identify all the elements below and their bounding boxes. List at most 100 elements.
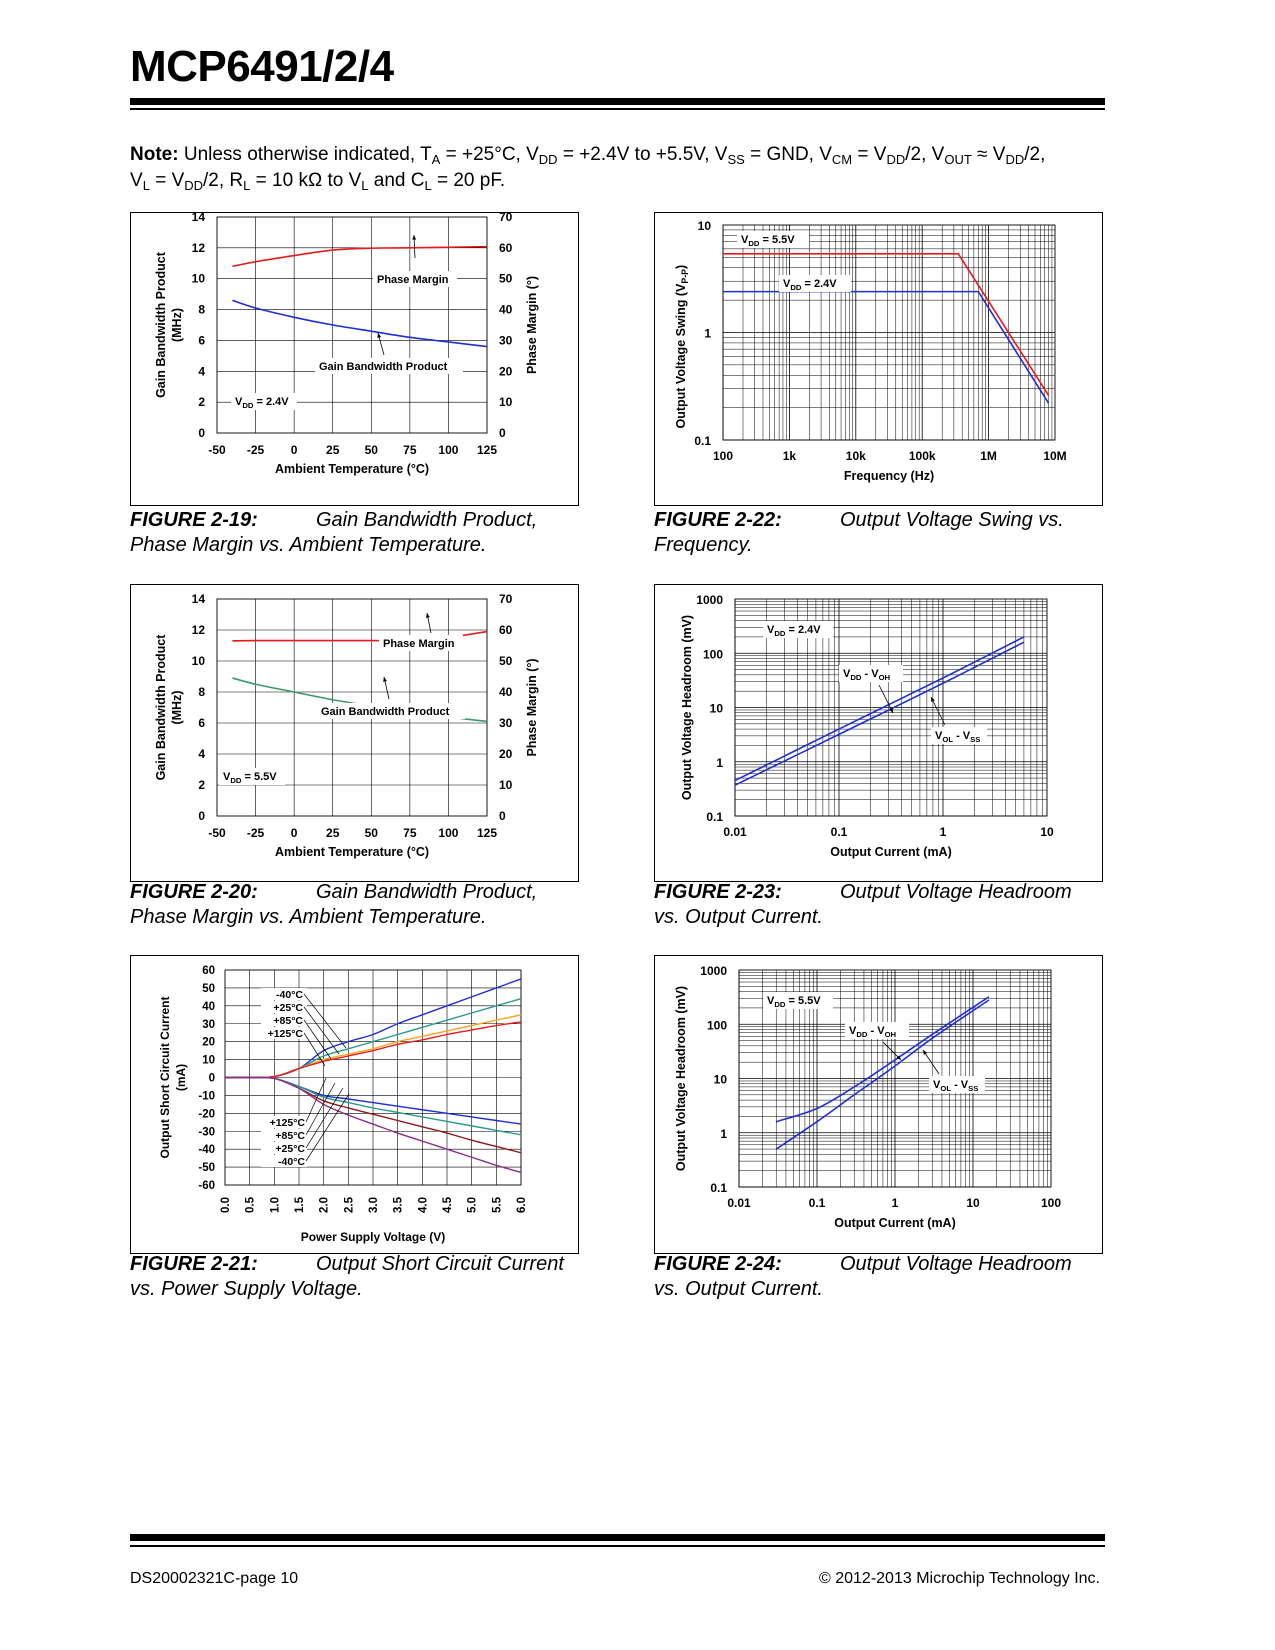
label-background (317, 703, 465, 719)
y-tick-label: 10 (714, 1073, 728, 1087)
x-tick-label: 4.0 (417, 1197, 429, 1213)
x-tick-label: 25 (326, 443, 340, 457)
y-axis-title: Gain Bandwidth Product (154, 251, 168, 398)
series-line (734, 636, 1025, 782)
annotation-arrow (930, 696, 946, 726)
y-tick-label: 12 (192, 623, 206, 637)
chart-svg-fig22: 100 1k 10k 100k 1M 10M 0.1 1 10 Frequency (Hz) Out… (674, 219, 1067, 483)
y-tick-label: 10 (710, 702, 724, 716)
label-part: V (767, 624, 775, 636)
y-axis-title-unit: (MHz) (170, 308, 184, 342)
x-tick-label: -25 (247, 443, 265, 457)
x-tick-label: 50 (365, 826, 379, 840)
note-sub: DD (538, 152, 558, 167)
y-tick-label: 10 (202, 1055, 215, 1067)
label-background (779, 275, 851, 292)
y-tick-label: 1000 (696, 593, 723, 607)
note-text: = +25°C, V (440, 144, 539, 165)
y2-tick-label: 20 (499, 364, 513, 378)
x-tick-label: 100 (1041, 1196, 1061, 1210)
label-sub: DD (748, 239, 760, 248)
y-tick-label: 20 (202, 1037, 215, 1049)
y-axis-title: Output Voltage Headroom (mV) (674, 986, 688, 1171)
label-sub: DD (774, 629, 786, 638)
caption-text: vs. Power Supply Voltage. (130, 1278, 363, 1300)
series-label: +125°C (270, 1117, 306, 1129)
caption-fig19: FIGURE 2-19: Gain Bandwidth Product, Phas… (130, 508, 537, 558)
x-tick-label: 1k (783, 449, 797, 463)
series-label: VDD​ = 2.4V (767, 624, 821, 638)
leader-line (303, 1032, 326, 1067)
y-tick-label: -20 (198, 1108, 215, 1120)
y-tick-label: 0.1 (706, 810, 723, 824)
note-text: V (130, 170, 143, 191)
note-text: = V (852, 144, 887, 165)
y-tick-label: 1000 (700, 964, 727, 978)
y-tick-label: 0 (198, 809, 205, 823)
y-tick-label: -10 (198, 1090, 215, 1102)
series-label: Phase Margin (383, 638, 455, 650)
label-sub: OH (885, 1030, 897, 1039)
label-part: V (935, 730, 943, 742)
caption-text: vs. Output Current. (654, 1278, 823, 1300)
arrow-head (412, 235, 417, 240)
y-axis-title: Output Voltage Headroom (mV) (680, 615, 694, 800)
leader-line (305, 1077, 327, 1123)
x-tick-label: 100 (438, 826, 458, 840)
figure-number: FIGURE 2-21: (130, 1253, 258, 1275)
label-background (261, 1027, 307, 1039)
footer-rule-thin (130, 1545, 1105, 1547)
x-tick-label: 0 (291, 443, 298, 457)
y2-tick-label: 10 (499, 778, 513, 792)
note-sub: DD (1005, 152, 1025, 167)
y-tick-label: 0 (209, 1073, 215, 1085)
note-text: = GND, V (744, 144, 832, 165)
label-background (373, 271, 457, 287)
caption-fig20: FIGURE 2-20: Gain Bandwidth Product, Phas… (130, 880, 537, 930)
y2-tick-label: 20 (499, 747, 513, 761)
y2-tick-label: 40 (499, 685, 513, 699)
label-part: V (843, 668, 851, 680)
y2-tick-label: 0 (499, 426, 506, 440)
x-tick-label: 10k (846, 449, 866, 463)
y-tick-label: 40 (202, 1001, 215, 1013)
caption-text: Output Short Circuit Current (316, 1253, 564, 1275)
y-tick-label: 14 (192, 213, 206, 224)
series-line (734, 641, 1025, 786)
label-sub: DD (242, 401, 254, 410)
series-label: +85°C (275, 1130, 305, 1142)
caption-text: Phase Margin vs. Ambient Temperature. (130, 534, 487, 556)
note-sub: CM (831, 152, 853, 167)
note-text: and C (368, 170, 425, 191)
footer-doc-id: DS20002321C-page 10 (130, 1570, 299, 1587)
y-axis-title-unit: (MHz) (170, 690, 184, 724)
y-tick-label: 2 (198, 778, 205, 792)
caption-fig23: FIGURE 2-23: Output Voltage Headroom vs. … (654, 880, 1072, 930)
label-background (261, 1155, 307, 1167)
label-background (763, 992, 833, 1009)
condition-label: VDD​ = 2.4V (235, 396, 289, 410)
plot-frame (734, 598, 1048, 817)
x-tick-label: 10 (1040, 825, 1054, 839)
note-text: = V (149, 170, 185, 191)
series-label: VDD​ = 5.5V (767, 995, 821, 1009)
plot-frame (738, 969, 1052, 1188)
x-tick-label: 5.5 (491, 1196, 503, 1213)
note-text: = 10 kΩ to V (250, 170, 362, 191)
y-axis-title: Gain Bandwidth Product (154, 634, 168, 781)
series-label: VDD​ - VOH​ (849, 1025, 897, 1039)
arrow-head (383, 677, 387, 682)
x-axis-title: Ambient Temperature (°C) (275, 845, 429, 859)
leader-line (305, 1093, 350, 1162)
label-background (315, 358, 463, 374)
x-tick-label: 1.5 (294, 1196, 306, 1213)
y-tick-label: 10 (192, 272, 206, 286)
label-sub: P-P (680, 269, 690, 284)
x-tick-label: 4.5 (442, 1196, 454, 1213)
label-part: - V (953, 730, 971, 742)
label-part: = 2.4V (253, 396, 289, 408)
annotation-arrow (878, 684, 894, 714)
y2-tick-label: 0 (499, 809, 506, 823)
